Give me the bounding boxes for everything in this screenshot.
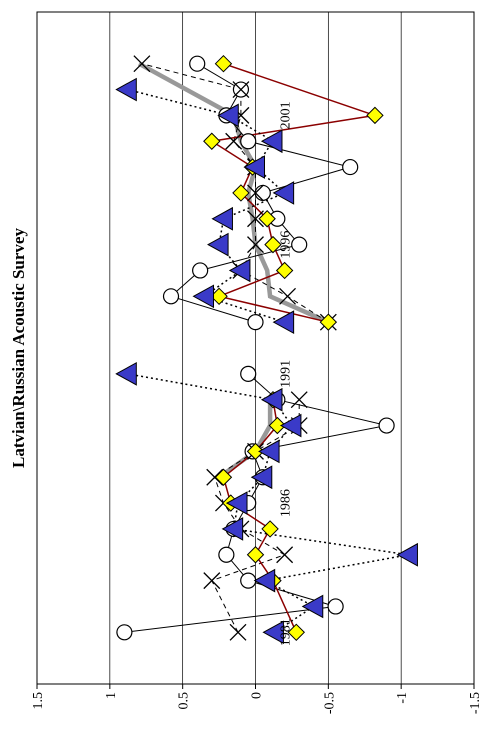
point-diamond bbox=[232, 184, 250, 202]
point-triangle bbox=[228, 258, 251, 283]
year-label: 1996 bbox=[279, 231, 294, 259]
point-triangle bbox=[250, 465, 273, 490]
year-labels: 1981 1986 1991 1996 2001 bbox=[279, 101, 294, 646]
point-cross bbox=[247, 236, 264, 254]
year-label: 1981 bbox=[279, 618, 294, 646]
point-triangle bbox=[272, 310, 295, 334]
point-triangle bbox=[260, 387, 283, 412]
series-line-triangle bbox=[127, 88, 286, 323]
point-triangle bbox=[262, 620, 284, 645]
point-triangle bbox=[225, 491, 248, 515]
point-cross bbox=[225, 132, 243, 150]
point-triangle bbox=[243, 155, 265, 179]
point-circle bbox=[189, 55, 206, 72]
point-triangle bbox=[115, 77, 137, 102]
point-cross bbox=[229, 623, 247, 641]
tick-label: -1 bbox=[395, 692, 410, 704]
point-cross bbox=[276, 546, 294, 564]
point-triangle bbox=[258, 439, 280, 464]
point-circle bbox=[116, 624, 133, 641]
chart-title: Latvian\Russian Acoustic Survey bbox=[9, 228, 28, 468]
year-label: 1986 bbox=[279, 489, 294, 517]
point-diamond bbox=[319, 313, 338, 331]
point-triangle bbox=[260, 129, 283, 154]
point-diamond bbox=[268, 416, 287, 435]
point-triangle bbox=[396, 542, 418, 567]
tick-label: 0.5 bbox=[177, 692, 192, 710]
tick-label: 0 bbox=[250, 692, 265, 699]
point-diamond bbox=[261, 520, 279, 538]
tick-label: 1 bbox=[104, 692, 119, 699]
point-circle bbox=[162, 288, 180, 305]
year-label: 2001 bbox=[279, 101, 294, 129]
point-triangle bbox=[192, 284, 215, 309]
series-layer bbox=[115, 54, 418, 645]
point-circle bbox=[218, 546, 235, 563]
year-label: 1991 bbox=[279, 360, 294, 388]
point-triangle bbox=[221, 517, 244, 541]
point-cross bbox=[232, 81, 250, 98]
point-triangle bbox=[115, 362, 137, 386]
series-line-diamond bbox=[209, 62, 376, 323]
point-diamond bbox=[214, 468, 233, 486]
point-diamond bbox=[275, 261, 294, 280]
point-diamond bbox=[203, 132, 221, 150]
point-cross bbox=[290, 391, 308, 409]
series-line-envelope bbox=[217, 399, 273, 480]
tick-label: -0.5 bbox=[322, 692, 337, 714]
point-diamond bbox=[287, 623, 305, 642]
point-cross bbox=[133, 55, 151, 73]
point-triangle bbox=[279, 413, 302, 438]
point-circle bbox=[247, 314, 264, 331]
point-circle bbox=[240, 572, 257, 589]
tick-label: 1.5 bbox=[31, 692, 46, 710]
point-diamond bbox=[214, 54, 233, 73]
point-circle bbox=[327, 598, 344, 615]
point-diamond bbox=[246, 442, 265, 461]
point-cross bbox=[247, 184, 264, 202]
point-cross bbox=[206, 468, 224, 486]
series-line-triangle bbox=[127, 373, 409, 633]
point-circle bbox=[291, 236, 308, 253]
value-axis-ticks: 1.5 1 0.5 0 -0.5 -1 -1.5 bbox=[31, 684, 483, 714]
point-triangle bbox=[253, 568, 276, 593]
point-circle bbox=[240, 133, 257, 150]
point-triangle bbox=[207, 232, 229, 257]
tick-label: -1.5 bbox=[468, 692, 483, 714]
point-circle bbox=[240, 365, 257, 382]
point-cross bbox=[203, 572, 221, 590]
point-diamond bbox=[264, 235, 282, 254]
point-cross bbox=[279, 287, 297, 305]
point-diamond bbox=[258, 210, 276, 228]
point-circle bbox=[378, 417, 395, 434]
point-circle bbox=[342, 158, 359, 176]
point-triangle bbox=[211, 206, 233, 231]
point-diamond bbox=[246, 546, 265, 564]
point-cross bbox=[247, 210, 264, 228]
grid-lines bbox=[109, 12, 402, 684]
point-triangle bbox=[301, 594, 324, 619]
point-triangle bbox=[272, 181, 295, 205]
point-triangle bbox=[217, 103, 239, 128]
point-diamond bbox=[366, 106, 384, 125]
point-circle bbox=[254, 184, 271, 202]
point-circle bbox=[192, 262, 209, 279]
